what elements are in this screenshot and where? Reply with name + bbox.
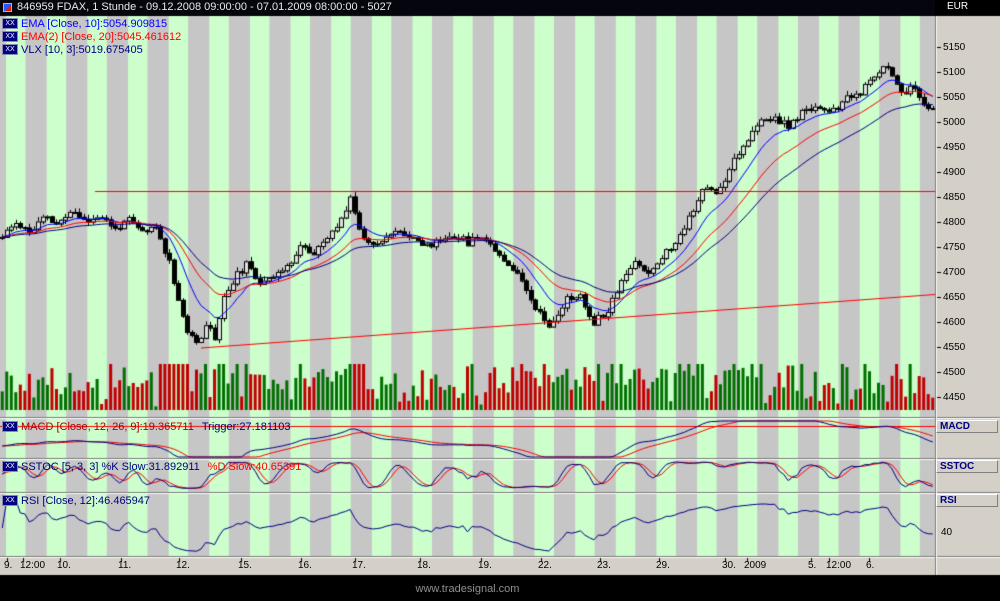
time-axis-label: 16. bbox=[298, 560, 312, 571]
price-axis-label: 4650 bbox=[943, 292, 966, 303]
sstoc-legend: XX SSTOC [5, 3, 3] %K Slow:31.892911 %D Sl… bbox=[2, 460, 309, 473]
legend-row: XX SSTOC [5, 3, 3] %K Slow:31.892911 %D Sl… bbox=[2, 460, 309, 473]
time-axis-label: 12. bbox=[176, 560, 190, 571]
rsi-legend: XX RSI [Close, 12]:46.465947 bbox=[2, 494, 158, 507]
formula-icon: XX bbox=[2, 44, 18, 55]
time-axis-label: 19. bbox=[478, 560, 492, 571]
time-axis-label: 15. bbox=[238, 560, 252, 571]
currency-axis-label: EUR bbox=[947, 1, 969, 12]
legend-row: XX VLX [10, 3]:5019.675405 bbox=[2, 43, 189, 56]
formula-icon: XX bbox=[2, 31, 18, 42]
formula-icon: XX bbox=[2, 18, 18, 29]
time-axis-label: 6. bbox=[866, 560, 875, 571]
title-bar: 846959 FDAX, 1 Stunde - 09.12.2008 09:00… bbox=[0, 0, 935, 15]
price-axis-label: 4700 bbox=[943, 267, 966, 278]
indicator-legend-text: EMA [Close, 10]:5054.909815 bbox=[21, 17, 168, 30]
indicator-legend-text: RSI [Close, 12]:46.465947 bbox=[21, 494, 151, 507]
time-axis-label: 18. bbox=[417, 560, 431, 571]
watermark: www.tradesignal.com bbox=[415, 583, 520, 595]
price-axis[interactable]: 5150 5100 5050 5000 4950 4900 4850 4800 4750 4700… bbox=[935, 0, 1000, 601]
price-indicator-legend: XX EMA [Close, 10]:5054.909815 XX EMA(2) [C… bbox=[2, 17, 189, 56]
macd-legend: XX MACD [Close, 12, 26, 9]:19.365711 Trigg… bbox=[2, 420, 299, 433]
indicator-legend-text: %D Slow:40.65391 bbox=[207, 460, 302, 473]
app-icon bbox=[3, 3, 12, 12]
time-axis-label: 9. bbox=[4, 560, 13, 571]
time-axis-label: 23. bbox=[597, 560, 611, 571]
price-axis-label: 5050 bbox=[943, 92, 966, 103]
price-axis-label: 5000 bbox=[943, 117, 966, 128]
price-axis-label: 4850 bbox=[943, 192, 966, 203]
formula-icon: XX bbox=[2, 461, 18, 472]
price-axis-label: 4900 bbox=[943, 167, 966, 178]
time-axis[interactable]: 9. 12:00 10. 11. 12. 15. 16. 17. 18. 19. 22. 23. 29.… bbox=[0, 558, 935, 574]
time-axis-label: 5. bbox=[808, 560, 817, 571]
price-axis-label: 4450 bbox=[943, 392, 966, 403]
price-axis-label: 4800 bbox=[943, 217, 966, 228]
time-axis-label: 2009 bbox=[744, 560, 767, 571]
indicator-legend-text: EMA(2) [Close, 20]:5045.461612 bbox=[21, 30, 182, 43]
price-axis-label: 4550 bbox=[943, 342, 966, 353]
formula-icon: XX bbox=[2, 495, 18, 506]
time-axis-label: 12:00 bbox=[20, 560, 46, 571]
time-axis-label: 10. bbox=[57, 560, 71, 571]
legend-row: XX RSI [Close, 12]:46.465947 bbox=[2, 494, 158, 507]
time-axis-label: 29. bbox=[656, 560, 670, 571]
time-axis-label: 11. bbox=[118, 560, 132, 571]
macd-panel-button[interactable]: MACD bbox=[936, 420, 998, 433]
time-axis-label: 17. bbox=[352, 560, 366, 571]
chart-title: 846959 FDAX, 1 Stunde - 09.12.2008 09:00… bbox=[17, 1, 392, 13]
indicator-legend-text: MACD [Close, 12, 26, 9]:19.365711 bbox=[21, 420, 194, 433]
time-axis-label: 22. bbox=[538, 560, 552, 571]
price-axis-label: 4600 bbox=[943, 317, 966, 328]
legend-row: XX MACD [Close, 12, 26, 9]:19.365711 Trigg… bbox=[2, 420, 299, 433]
price-axis-label: 5150 bbox=[943, 42, 966, 53]
price-axis-label: 5100 bbox=[943, 67, 966, 78]
indicator-legend-text: SSTOC [5, 3, 3] %K Slow:31.892911 bbox=[21, 460, 200, 473]
sstoc-panel-button[interactable]: SSTOC bbox=[936, 460, 998, 473]
price-axis-label: 4950 bbox=[943, 142, 966, 153]
legend-row: XX EMA(2) [Close, 20]:5045.461612 bbox=[2, 30, 189, 43]
rsi-panel-button[interactable]: RSI bbox=[936, 494, 998, 507]
indicator-legend-text: VLX [10, 3]:5019.675405 bbox=[21, 43, 143, 56]
indicator-legend-text: Trigger:27.181103 bbox=[201, 420, 291, 433]
price-axis-label: 4750 bbox=[943, 242, 966, 253]
price-axis-label: 4500 bbox=[943, 367, 966, 378]
formula-icon: XX bbox=[2, 421, 18, 432]
rsi-level-label: 40 bbox=[941, 527, 953, 538]
legend-row: XX EMA [Close, 10]:5054.909815 bbox=[2, 17, 189, 30]
time-axis-label: 12:00 bbox=[826, 560, 852, 571]
time-axis-label: 30. bbox=[722, 560, 736, 571]
